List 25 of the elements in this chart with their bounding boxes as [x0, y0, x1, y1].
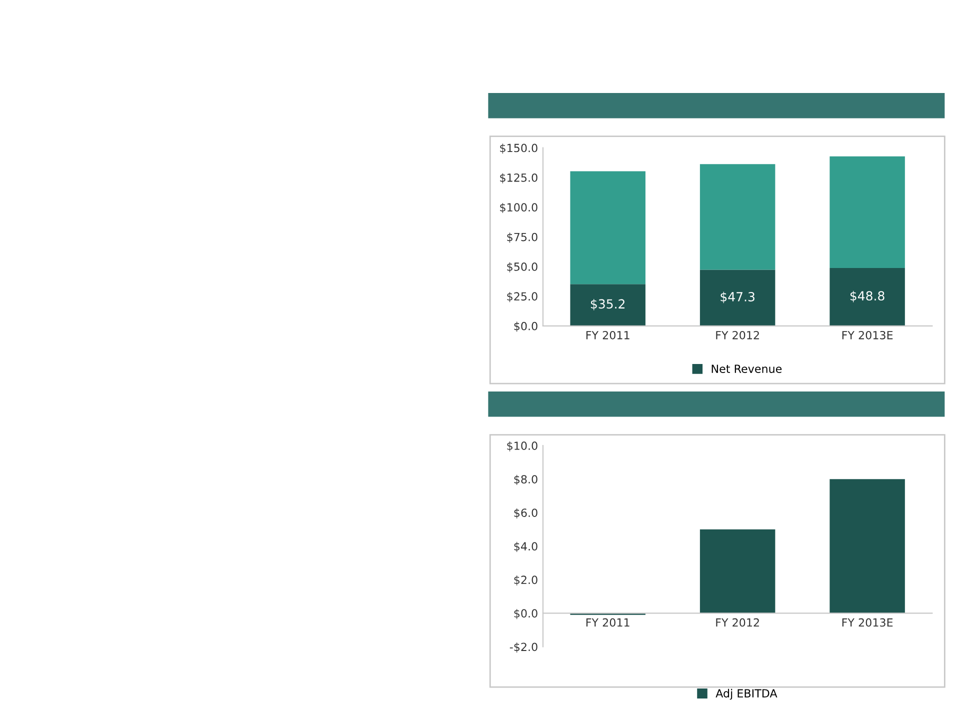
- data-label: $35.2: [590, 298, 624, 310]
- x-tick-label: FY 2012: [716, 330, 759, 340]
- y-tick-label: $8.0: [514, 474, 538, 485]
- y-tick-label: -$2.0: [510, 642, 538, 653]
- y-tick-label: $2.0: [514, 575, 538, 586]
- legend-label: Net Revenue: [712, 364, 782, 373]
- y-tick-label: $100.0: [500, 202, 538, 214]
- y-tick-label: $125.0: [500, 173, 538, 184]
- y-tick-label: $150.0: [500, 144, 538, 154]
- y-tick-label: $4.0: [514, 542, 538, 552]
- x-tick-label: FY 2011: [586, 330, 630, 340]
- legend-label: Adj EBITDA: [716, 688, 778, 700]
- x-tick-label: FY 2011: [586, 618, 630, 627]
- y-tick-label: $10.0: [507, 441, 538, 452]
- y-tick-label: $50.0: [507, 262, 538, 272]
- y-tick-label: $0.0: [514, 322, 538, 332]
- y-tick-label: $0.0: [514, 608, 538, 620]
- y-tick-label: $6.0: [514, 508, 538, 518]
- x-tick-label: FY 2013E: [842, 618, 893, 627]
- data-label: $48.8: [850, 290, 884, 302]
- y-tick-label: $75.0: [507, 232, 538, 243]
- x-tick-label: FY 2012: [716, 618, 759, 627]
- x-tick-label: FY 2013E: [842, 330, 893, 340]
- data-label: $47.3: [720, 292, 754, 304]
- y-tick-label: $25.0: [507, 292, 538, 302]
